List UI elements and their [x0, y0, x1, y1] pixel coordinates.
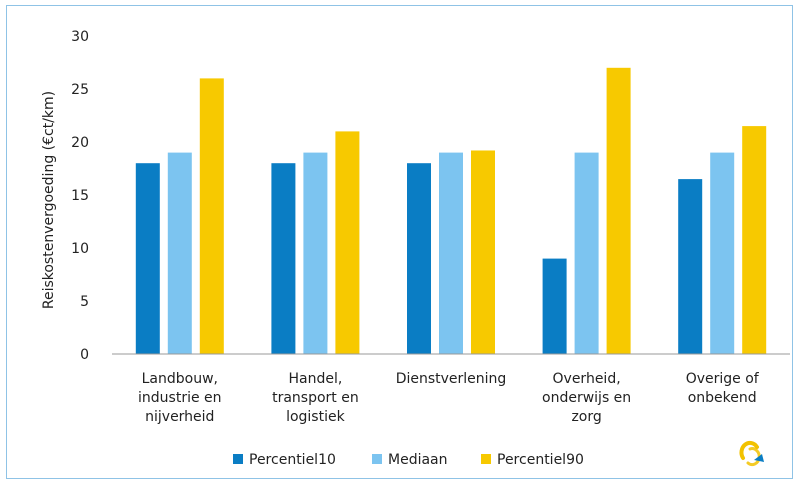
y-tick-label: 10 — [71, 241, 89, 257]
x-category-label-line: Overige of — [686, 371, 760, 387]
y-tick-label: 5 — [80, 294, 89, 310]
bar-percentiel10-0 — [135, 163, 160, 354]
x-category-label: Landbouw, industrie en nijverheid — [138, 371, 222, 425]
bar-percentiel10-4 — [678, 179, 703, 354]
bar-percentiel90-0 — [199, 78, 224, 355]
y-tick-label: 15 — [71, 188, 89, 204]
bar-mediaan-1 — [303, 152, 328, 354]
legend-label-percentiel90: Percentiel90 — [497, 452, 584, 468]
legend-swatch-percentiel10 — [233, 454, 243, 464]
ring-logo-icon — [739, 440, 764, 467]
y-tick-label: 30 — [71, 29, 89, 45]
bar-percentiel10-2 — [407, 163, 431, 354]
x-category-label: Overheid, onderwijs en zorg — [542, 371, 631, 425]
x-category-label: Handel, transport en logistiek — [272, 371, 359, 425]
bar-mediaan-2 — [439, 152, 463, 354]
legend: Percentiel10 Mediaan Percentiel90 — [233, 452, 584, 468]
bar-percentiel90-3 — [606, 67, 631, 355]
legend-label-percentiel10: Percentiel10 — [249, 452, 336, 468]
bar-mediaan-4 — [710, 152, 735, 354]
x-category-label-line: onbekend — [688, 390, 757, 406]
x-category-label-line: Dienstverlening — [396, 371, 507, 387]
bar-percentiel90-2 — [471, 150, 495, 354]
x-category-label-line: Handel, — [288, 371, 342, 387]
y-tick-label: 25 — [71, 82, 89, 98]
bar-percentiel90-4 — [742, 126, 767, 354]
legend-swatch-mediaan — [372, 454, 382, 464]
bar-percentiel90-1 — [335, 131, 360, 354]
x-category-label-line: Landbouw, — [142, 371, 218, 387]
x-category-label-line: transport en — [272, 390, 359, 406]
bar-percentiel10-1 — [271, 163, 296, 354]
x-category-label-line: Overheid, — [553, 371, 621, 387]
y-axis-title: Reiskostenvergoeding (€ct/km) — [41, 91, 57, 309]
y-tick-label: 0 — [80, 347, 89, 363]
x-category-label-line: onderwijs en — [542, 390, 631, 406]
bar-mediaan-0 — [167, 152, 192, 354]
legend-label-mediaan: Mediaan — [388, 452, 448, 468]
x-category-label: Overige of onbekend — [686, 371, 760, 406]
bar-percentiel10-3 — [542, 258, 567, 354]
chart-frame: Reiskostenvergoeding (€ct/km) 0 5 10 15 20 25… — [6, 5, 793, 479]
x-category-label-line: zorg — [571, 409, 601, 425]
x-category-label-line: industrie en — [138, 390, 222, 406]
x-category-label: Dienstverlening — [396, 371, 507, 387]
bar-mediaan-3 — [574, 152, 599, 354]
legend-swatch-percentiel90 — [481, 454, 491, 464]
y-tick-label: 20 — [71, 135, 89, 151]
x-category-label-line: nijverheid — [145, 409, 214, 425]
bar-chart: Reiskostenvergoeding (€ct/km) 0 5 10 15 20 25… — [41, 29, 790, 468]
x-category-label-line: logistiek — [286, 409, 346, 425]
